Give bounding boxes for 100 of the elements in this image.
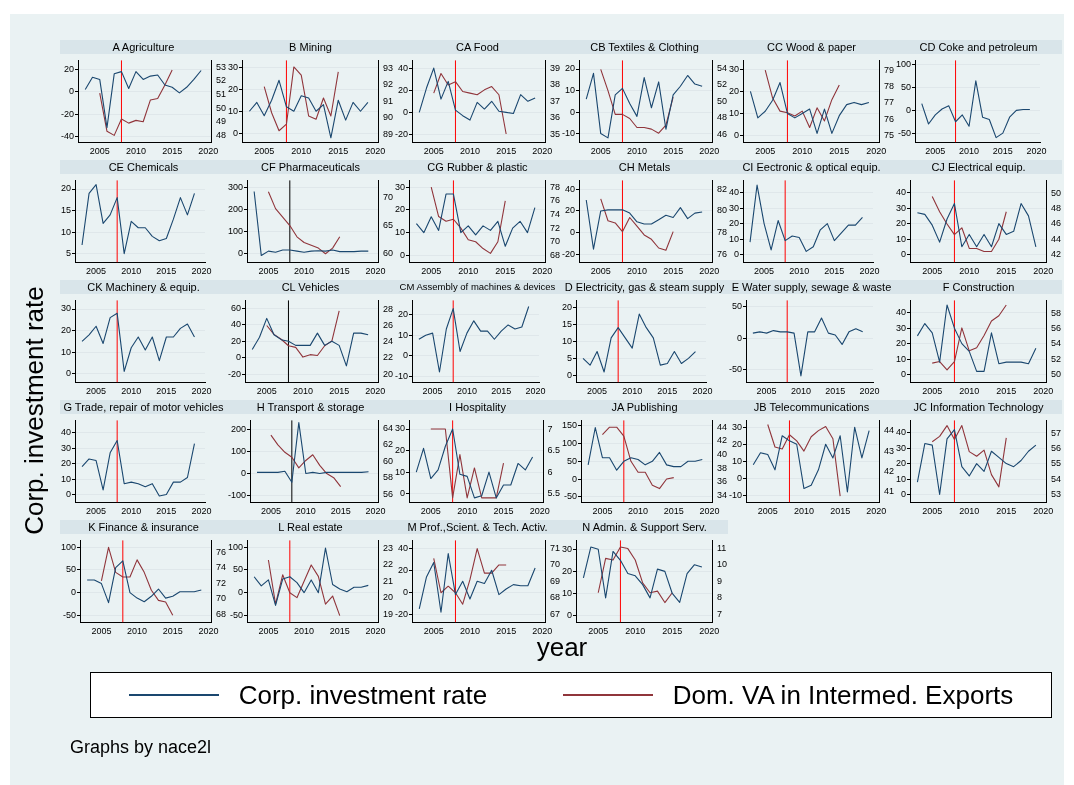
y-tick-label: -50 [230,609,244,620]
chart-title: N Admin. & Support Serv. [582,520,707,534]
y-tick-label: 10 [896,233,907,244]
y-tick-label: 0 [569,227,576,238]
x-tick-label: 2015 [496,626,517,637]
y2-tick-label: 43 [883,445,894,456]
chart-title: E Water supply, sewage & waste [731,280,892,294]
y-tick-label: 0 [736,332,743,343]
x-tick-label: 2010 [959,506,980,517]
chart-title: G Trade, repair of motor vehicles [63,400,224,414]
y-tick-label: 0 [901,368,907,379]
chart-title: I Hospitality [449,400,506,414]
y-tick-label: 50 [731,301,743,312]
y-tick-label: 30 [896,202,907,213]
chart-title: A Agriculture [112,40,175,54]
y2-tick-label: 26 [382,319,393,330]
y-tick-label: 30 [562,543,573,554]
y-tick-label: 0 [238,587,244,598]
y2-tick-label: 70 [215,593,226,604]
y2-tick-label: 46 [1050,218,1061,229]
y2-tick-label: 70 [382,191,393,202]
y-tick-label: 100 [227,541,244,552]
chart-title: CH Metals [618,160,671,174]
y2-tick-label: 5.5 [547,488,560,499]
x-tick-label: 2015 [830,506,851,517]
y-tick-label: 30 [729,63,740,74]
y2-tick-label: 58 [382,472,393,483]
y2-tick-label: 77 [883,97,894,108]
y-tick-label: -20 [561,249,576,260]
chart-title: CE Chemicals [108,160,179,174]
y-tick-label: 30 [896,322,907,333]
y2-tick-label: 72 [215,577,226,588]
y-tick-label: 10 [395,227,406,238]
y2-tick-label: 76 [215,546,226,557]
x-tick-label: 2020 [692,386,713,397]
y-tick-label: 30 [731,421,743,432]
x-tick-label: 2015 [663,266,684,277]
chart-title: CK Machinery & equip. [87,280,200,294]
y2-tick-label: 24 [382,336,393,347]
x-tick-label: 2005 [423,146,444,157]
y-tick-label: 0 [400,488,406,499]
y-tick-label: 0 [402,350,409,361]
y2-tick-label: 8 [716,592,722,603]
y-tick-label: 30 [729,202,740,213]
y2-tick-label: 38 [716,462,727,473]
chart-title: CF Pharmaceuticals [260,160,361,174]
y-tick-label: 40 [729,187,740,198]
x-tick-label: 2005 [258,626,279,637]
y-tick-label: 100 [230,445,247,456]
y2-tick-label: 62 [382,439,393,450]
y-tick-label: 30 [61,442,72,453]
x-tick-label: 2010 [626,146,647,157]
x-tick-label: 2015 [329,386,350,397]
x-tick-label: 2005 [590,266,611,277]
x-tick-label: 2005 [89,146,110,157]
x-tick-label: 2015 [657,386,678,397]
x-tick-label: 2020 [191,386,212,397]
y2-tick-label: 74 [549,208,560,219]
x-tick-label: 2010 [295,506,316,517]
y2-tick-label: 52 [215,75,226,86]
x-tick-label: 2015 [156,386,177,397]
y-tick-label: 30 [395,423,406,434]
legend-label: Corp. investment rate [238,679,488,711]
legend-label: Dom. VA in Intermed. Exports [672,679,1014,711]
y-tick-label: 0 [906,104,912,115]
y2-tick-label: 42 [1050,249,1061,260]
y2-tick-label: 51 [215,88,226,99]
y2-tick-label: 52 [1050,353,1061,364]
y-tick-label: 10 [562,587,573,598]
y-tick-label: 20 [395,445,406,456]
y-tick-label: 20 [397,84,409,95]
x-tick-label: 2010 [458,266,479,277]
y2-tick-label: 76 [716,249,727,260]
y2-tick-label: 68 [215,608,226,619]
y2-tick-label: 56 [1050,443,1061,454]
x-tick-label: 2015 [495,266,516,277]
x-tick-label: 2015 [329,266,350,277]
y-tick-label: 20 [61,183,72,194]
y-tick-label: 10 [562,335,573,346]
y-tick-label: 30 [896,442,907,453]
y2-tick-label: 54 [1050,473,1061,484]
y2-tick-label: 93 [382,63,393,74]
y2-tick-label: 50 [1050,187,1061,198]
x-tick-label: 2015 [992,146,1013,157]
y-tick-label: -50 [564,491,578,502]
y-tick-label: 40 [397,542,409,553]
x-tick-label: 2010 [959,266,980,277]
y2-tick-label: 56 [382,488,393,499]
y-tick-label: 60 [230,303,242,314]
chart-title: CI Eectronic & optical equip. [742,160,881,174]
x-tick-label: 2015 [156,266,177,277]
y2-tick-label: 48 [215,129,226,140]
y-tick-label: -10 [728,489,743,500]
y2-tick-label: 20 [382,368,393,379]
y2-tick-label: 68 [549,592,560,603]
y2-tick-label: 37 [549,95,560,106]
y-tick-label: 300 [227,181,244,192]
chart-title: CD Coke and petroleum [919,40,1038,54]
chart-title: CB Textiles & Clothing [590,40,699,54]
y-tick-label: 10 [564,85,576,96]
